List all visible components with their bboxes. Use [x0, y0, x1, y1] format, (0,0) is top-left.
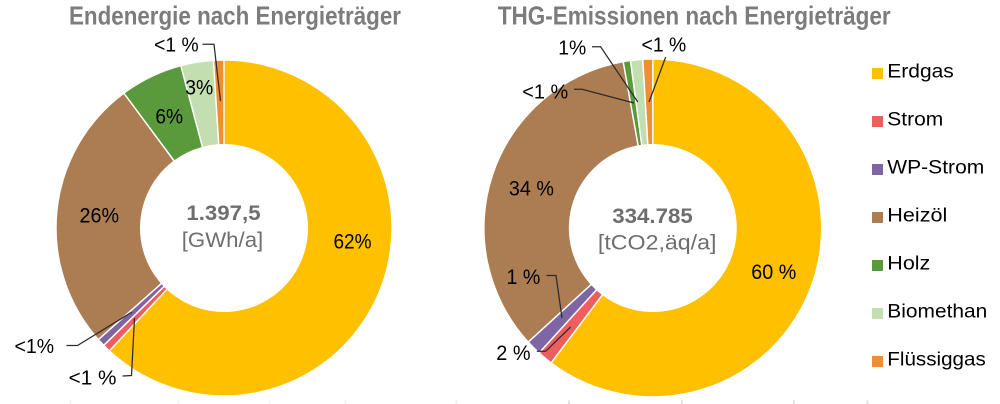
svg-text:3%: 3%	[185, 77, 213, 100]
svg-text:60 %: 60 %	[751, 261, 796, 284]
svg-text:1.397,5: 1.397,5	[186, 202, 261, 225]
svg-text:1%: 1%	[558, 37, 586, 59]
svg-text:THG-Emissionen nach Energieträ: THG-Emissionen nach Energieträger	[498, 1, 891, 31]
svg-text:26%: 26%	[80, 205, 120, 228]
svg-text:Erdgas: Erdgas	[887, 61, 954, 83]
svg-text:<1%: <1%	[15, 336, 55, 358]
svg-text:Flüssiggas: Flüssiggas	[887, 349, 986, 371]
svg-text:1 %: 1 %	[507, 266, 541, 289]
svg-text:2 %: 2 %	[496, 342, 530, 365]
svg-text:34 %: 34 %	[509, 178, 554, 201]
svg-text:Holz: Holz	[887, 253, 930, 275]
svg-text:Endenergie nach Energieträger: Endenergie nach Energieträger	[69, 1, 401, 31]
svg-text:334.785: 334.785	[612, 204, 692, 228]
svg-text:[GWh/a]: [GWh/a]	[182, 229, 264, 252]
svg-text:62%: 62%	[333, 231, 371, 254]
svg-text:6%: 6%	[155, 105, 183, 128]
svg-text:<1 %: <1 %	[154, 35, 199, 57]
svg-text:WP-Strom: WP-Strom	[887, 157, 984, 179]
svg-text:Strom: Strom	[887, 109, 943, 131]
svg-text:<1 %: <1 %	[69, 367, 117, 389]
svg-text:[tCO2,äq/a]: [tCO2,äq/a]	[598, 232, 717, 255]
svg-text:<1 %: <1 %	[642, 34, 687, 56]
svg-text:Biomethan: Biomethan	[887, 301, 987, 323]
svg-text:<1 %: <1 %	[522, 82, 568, 104]
svg-text:Heizöl: Heizöl	[887, 205, 947, 227]
